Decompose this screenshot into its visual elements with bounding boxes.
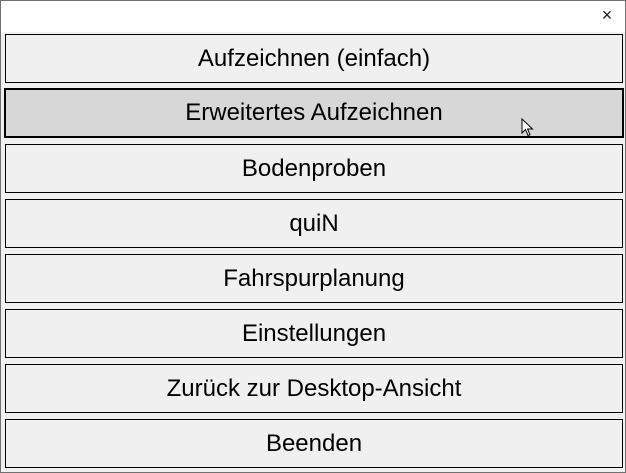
lane-planning-button[interactable]: Fahrspurplanung (5, 254, 623, 303)
settings-button[interactable]: Einstellungen (5, 309, 623, 358)
back-to-desktop-button[interactable]: Zurück zur Desktop-Ansicht (5, 364, 623, 413)
mouse-pointer-icon (521, 118, 534, 137)
title-bar: × (1, 1, 625, 32)
record-simple-button[interactable]: Aufzeichnen (einfach) (5, 34, 623, 83)
quin-button[interactable]: quiN (5, 199, 623, 248)
exit-button[interactable]: Beenden (5, 419, 623, 468)
soil-samples-button[interactable]: Bodenproben (5, 144, 623, 193)
close-icon[interactable]: × (601, 5, 613, 25)
record-advanced-button[interactable]: Erweitertes Aufzeichnen (4, 88, 624, 138)
